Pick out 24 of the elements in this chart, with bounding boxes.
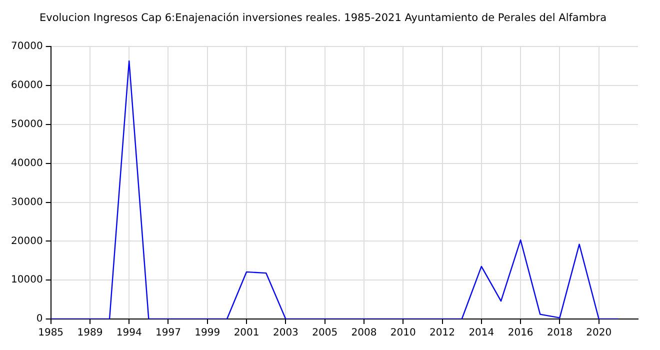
x-tick-label: 2008 — [351, 328, 377, 339]
y-tick-label: 60000 — [11, 80, 43, 92]
x-tick-label: 2014 — [468, 328, 494, 339]
y-tick-label: 70000 — [11, 41, 43, 52]
x-tick-label: 1999 — [194, 328, 220, 339]
x-tick-label: 2001 — [234, 328, 260, 339]
x-tick-label: 2018 — [546, 328, 572, 339]
y-tick-label: 20000 — [11, 236, 43, 247]
x-tick-label: 1989 — [77, 328, 103, 339]
x-tick-label: 2020 — [586, 328, 612, 339]
x-tick-label: 2010 — [390, 328, 416, 339]
x-tick-label: 1994 — [116, 328, 142, 339]
x-tick-label: 2003 — [272, 328, 298, 339]
y-tick-label: 0 — [36, 314, 43, 325]
y-tick-label: 10000 — [11, 274, 43, 286]
x-tick-label: 2016 — [508, 328, 534, 339]
y-tick-label: 30000 — [11, 196, 43, 208]
y-tick-label: 40000 — [11, 158, 43, 169]
x-tick-label: 1985 — [38, 328, 64, 339]
x-tick-label: 2012 — [430, 328, 455, 339]
x-tick-label: 2005 — [312, 328, 338, 339]
y-tick-label: 50000 — [11, 119, 43, 130]
chart-title: Evolucion Ingresos Cap 6:Enajenación inversiones reales. 1985-2021 Ayuntamiento de Perales del Alfambra — [39, 12, 607, 24]
x-tick-label: 1997 — [156, 328, 181, 339]
